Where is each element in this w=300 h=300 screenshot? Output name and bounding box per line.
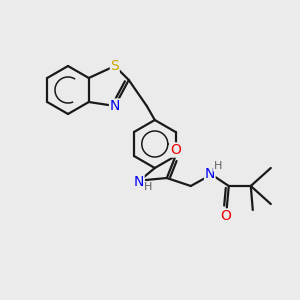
Text: H: H [214, 161, 222, 171]
Text: N: N [134, 175, 144, 189]
Text: N: N [110, 99, 120, 113]
Text: O: O [170, 143, 181, 157]
Text: H: H [144, 182, 152, 192]
Text: S: S [110, 59, 119, 73]
Text: N: N [205, 167, 215, 181]
Text: O: O [220, 209, 231, 223]
